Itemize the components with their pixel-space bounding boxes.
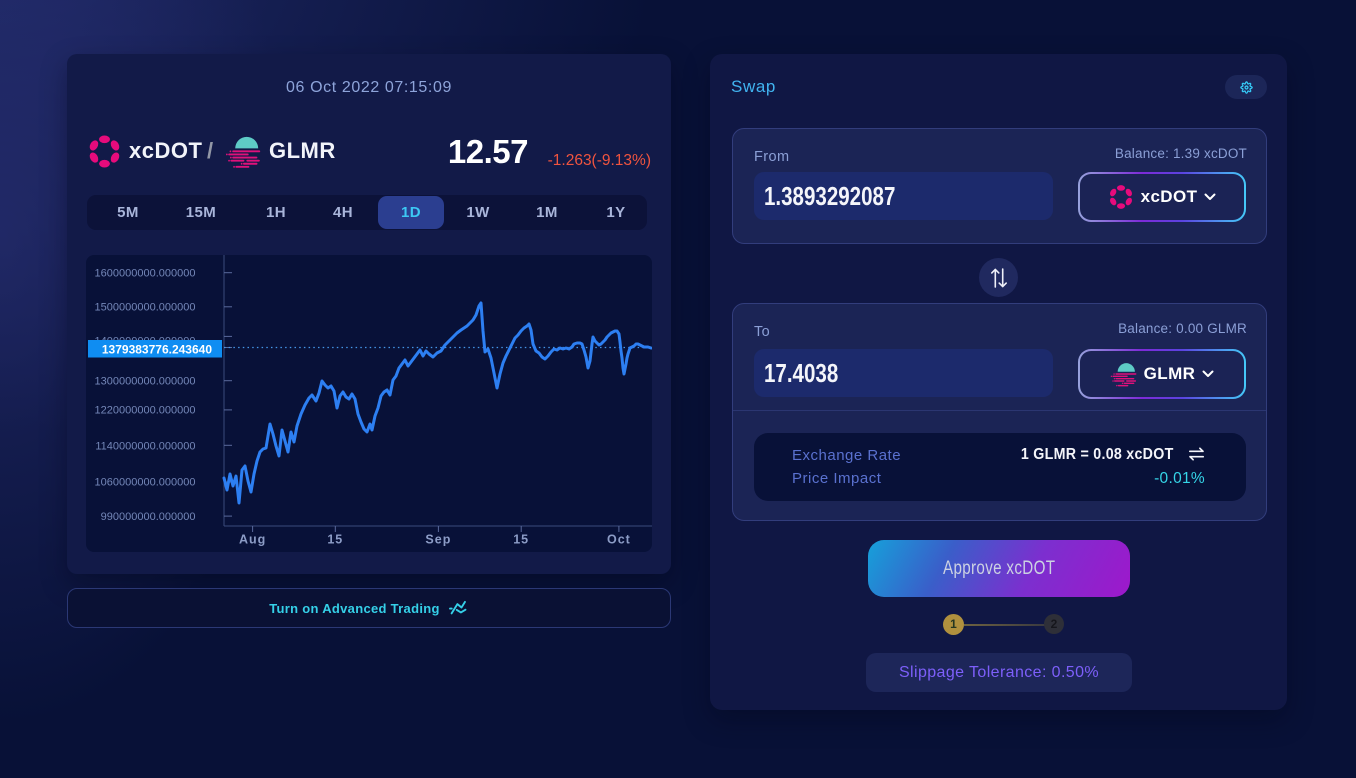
- svg-text:15: 15: [513, 533, 529, 547]
- svg-text:15: 15: [327, 533, 343, 547]
- svg-text:1300000000.000000: 1300000000.000000: [95, 376, 196, 388]
- svg-text:1500000000.000000: 1500000000.000000: [95, 302, 196, 314]
- svg-text:990000000.000000: 990000000.000000: [101, 511, 196, 523]
- svg-text:Aug: Aug: [239, 533, 266, 547]
- svg-text:Sep: Sep: [425, 533, 451, 547]
- svg-text:1140000000.000000: 1140000000.000000: [95, 441, 195, 453]
- svg-text:1600000000.000000: 1600000000.000000: [95, 268, 196, 280]
- svg-text:1379383776.243640: 1379383776.243640: [102, 343, 212, 357]
- svg-text:1060000000.000000: 1060000000.000000: [95, 477, 196, 489]
- svg-text:Oct: Oct: [607, 533, 631, 547]
- svg-text:1220000000.000000: 1220000000.000000: [95, 405, 196, 417]
